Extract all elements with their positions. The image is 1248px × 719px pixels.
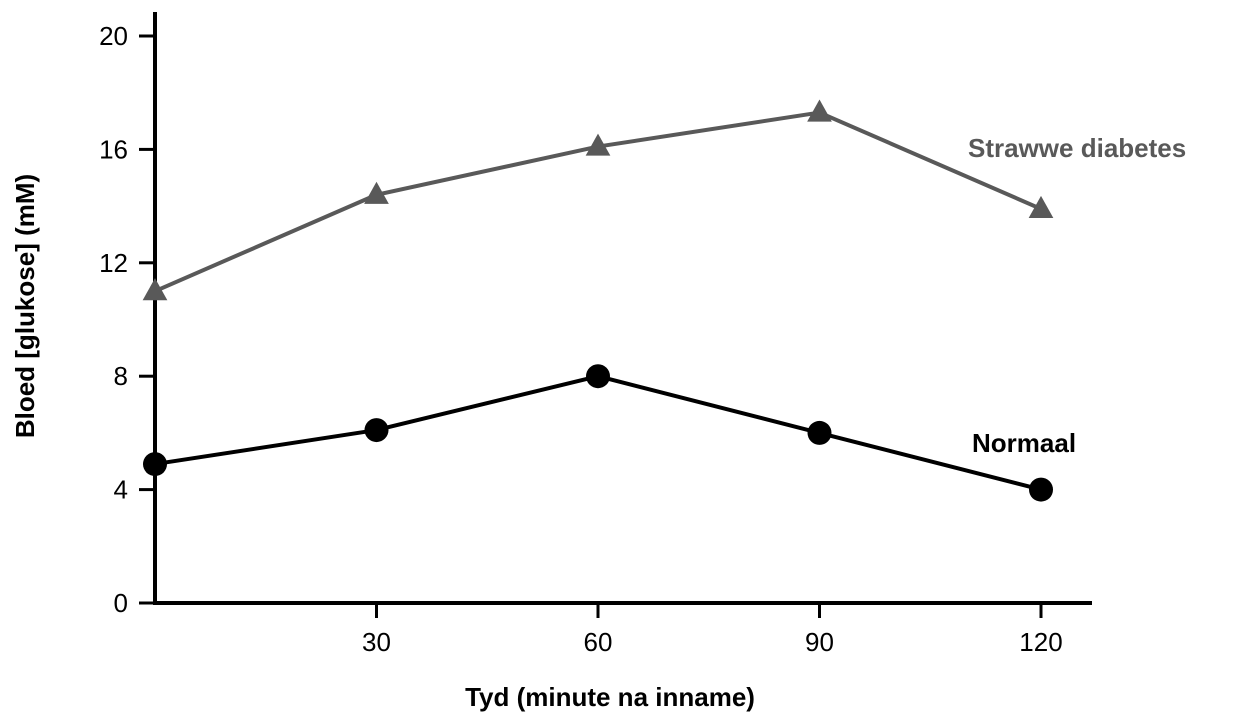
x-tick-label: 60 xyxy=(584,627,613,657)
y-tick-label: 4 xyxy=(114,475,128,505)
series-label-normaal: Normaal xyxy=(972,428,1076,458)
data-point-circle xyxy=(586,364,610,389)
y-tick-label: 0 xyxy=(114,588,128,618)
data-point-circle xyxy=(807,420,832,445)
data-point-circle xyxy=(1029,477,1053,502)
series-layer xyxy=(142,99,1054,502)
data-point-triangle xyxy=(585,133,611,156)
data-point-triangle xyxy=(1028,195,1054,219)
series-label-strawwe-diabetes: Strawwe diabetes xyxy=(968,133,1186,163)
axes xyxy=(153,12,1092,605)
data-point-triangle xyxy=(142,278,168,301)
series-line-1 xyxy=(154,374,1042,492)
x-tick-label: 120 xyxy=(1019,627,1062,657)
ticks: 0 4 8 12 16 20 30 60 90 120 xyxy=(99,21,1063,657)
y-axis-title: Bloed [glukose] (mM) xyxy=(10,174,40,438)
y-tick-label: 12 xyxy=(99,248,128,278)
y-tick-label: 16 xyxy=(99,134,128,164)
x-tick-label: 90 xyxy=(805,627,834,657)
x-axis-title: Tyd (minute na inname) xyxy=(465,682,755,712)
y-tick-label: 8 xyxy=(114,361,128,391)
y-tick-label: 20 xyxy=(99,21,128,51)
data-point-triangle xyxy=(807,99,832,122)
x-tick-label: 30 xyxy=(362,627,391,657)
data-point-circle xyxy=(364,418,389,443)
data-point-circle xyxy=(143,452,167,477)
data-point-triangle xyxy=(364,181,389,204)
